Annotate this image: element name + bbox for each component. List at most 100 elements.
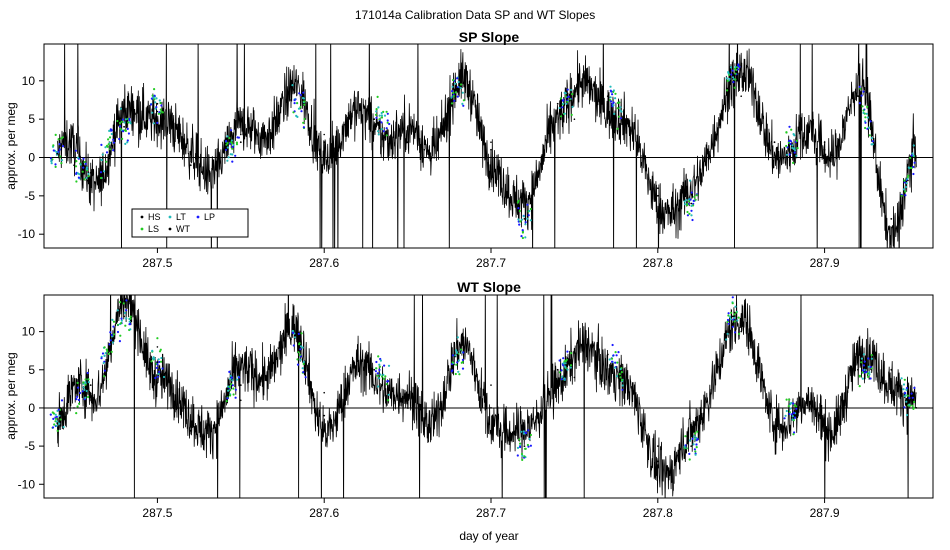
sp-calibration-point — [870, 143, 873, 146]
sp-calibration-point — [110, 132, 113, 136]
sp-calibration-point — [693, 195, 696, 198]
wt-calibration-point — [867, 357, 870, 360]
sp-calibration-point — [870, 136, 873, 140]
sp-calibration-point — [378, 114, 381, 117]
wt-calibration-point — [904, 394, 907, 397]
sp-calibration-point — [83, 161, 86, 164]
wt-calibration-point — [120, 322, 123, 325]
wt-calibration-point — [302, 362, 305, 366]
wt-calibration-point — [910, 392, 913, 395]
sp-calibration-point — [225, 143, 228, 146]
wt-calibration-point — [58, 414, 61, 417]
wt-data-point — [290, 338, 292, 341]
sp-calibration-point — [75, 180, 78, 183]
wt-calibration-point — [232, 387, 235, 390]
sp-calibration-point — [127, 132, 130, 135]
wt-calibration-point — [299, 348, 302, 351]
sp-calibration-point — [298, 92, 301, 95]
sp-calibration-point — [785, 131, 788, 134]
wt-calibration-point — [76, 386, 80, 389]
sp-calibration-point — [452, 91, 455, 94]
sp-calibration-point — [904, 194, 907, 197]
wt-data-point — [690, 445, 693, 447]
wt-calibration-point — [870, 357, 874, 360]
wt-calibration-point — [728, 315, 732, 318]
sp-calibration-point — [303, 103, 306, 106]
wt-calibration-point — [611, 343, 614, 347]
wt-calibration-point — [129, 317, 132, 320]
sp-calibration-point — [375, 116, 378, 119]
wt-calibration-point — [454, 349, 458, 352]
wt-calibration-point — [792, 402, 795, 405]
sp-calibration-point — [461, 91, 464, 94]
wt-envelope-point — [657, 445, 659, 447]
wt-calibration-point — [621, 384, 624, 387]
sp-calibration-point — [293, 102, 296, 105]
wt-calibration-point — [861, 377, 864, 380]
sp-calibration-point — [904, 185, 908, 189]
sp-calibration-point — [871, 140, 874, 143]
sp-calibration-point — [75, 172, 78, 175]
wt-data-point — [373, 368, 376, 371]
wt-calibration-point — [75, 412, 78, 415]
sp-calibration-point — [159, 101, 162, 105]
sp-envelope-point — [907, 179, 909, 182]
wt-calibration-point — [787, 405, 790, 408]
sp-calibration-point — [291, 84, 294, 87]
sp-calibration-point — [790, 140, 793, 143]
sp-calibration-point — [695, 194, 698, 197]
sp-calibration-point — [230, 141, 233, 144]
sp-calibration-point — [460, 83, 463, 86]
sp-calibration-point — [859, 87, 862, 90]
sp-data-point — [156, 102, 159, 105]
wt-calibration-point — [788, 411, 792, 414]
wt-calibration-point — [387, 380, 390, 383]
wt-envelope-point — [573, 376, 576, 379]
sp-calibration-point — [120, 120, 123, 123]
wt-calibration-point — [125, 299, 128, 302]
wt-calibration-point — [76, 381, 79, 384]
sp-calibration-point — [380, 116, 384, 119]
sp-calibration-point — [792, 133, 795, 136]
sp-calibration-point — [791, 144, 794, 147]
wt-calibration-point — [160, 356, 163, 360]
sp-calibration-point — [375, 108, 378, 111]
sp-calibration-point — [457, 80, 460, 84]
wt-calibration-point — [693, 448, 697, 451]
sp-calibration-point — [50, 162, 53, 165]
sp-calibration-point — [686, 214, 690, 217]
sp-envelope-point — [823, 141, 826, 143]
wt-calibration-point — [694, 450, 697, 453]
wt-calibration-point — [52, 417, 55, 420]
sp-calibration-point — [462, 104, 465, 107]
sp-calibration-point — [228, 136, 231, 140]
wt-calibration-point — [293, 336, 297, 339]
sp-y-tick-label: 0 — [28, 151, 35, 165]
sp-calibration-point — [869, 120, 872, 123]
wt-calibration-point — [735, 311, 738, 314]
sp-calibration-point — [609, 85, 612, 88]
sp-calibration-point — [81, 170, 84, 173]
sp-calibration-point — [911, 152, 914, 155]
sp-calibration-point — [685, 199, 688, 202]
sp-calibration-point — [156, 121, 159, 124]
sp-calibration-point — [118, 121, 122, 125]
wt-calibration-point — [378, 368, 381, 371]
wt-slope-panel: WT Slope approx. per meg day of year — [4, 279, 934, 543]
sp-calibration-point — [227, 156, 230, 159]
sp-calibration-point — [524, 223, 527, 226]
wt-calibration-point — [76, 395, 79, 398]
wt-envelope-point — [323, 391, 326, 394]
wt-calibration-point — [524, 447, 527, 450]
wt-calibration-point — [731, 296, 734, 299]
sp-calibration-point — [785, 153, 789, 156]
wt-calibration-point — [619, 368, 622, 371]
sp-calibration-point — [910, 154, 913, 157]
sp-calibration-point — [686, 203, 689, 206]
wt-calibration-point — [120, 319, 123, 322]
wt-calibration-point — [520, 452, 524, 456]
wt-calibration-point — [731, 325, 734, 328]
wt-x-tick-label: 287.5 — [142, 506, 172, 520]
sp-calibration-point — [517, 218, 520, 221]
wt-calibration-point — [380, 375, 384, 378]
